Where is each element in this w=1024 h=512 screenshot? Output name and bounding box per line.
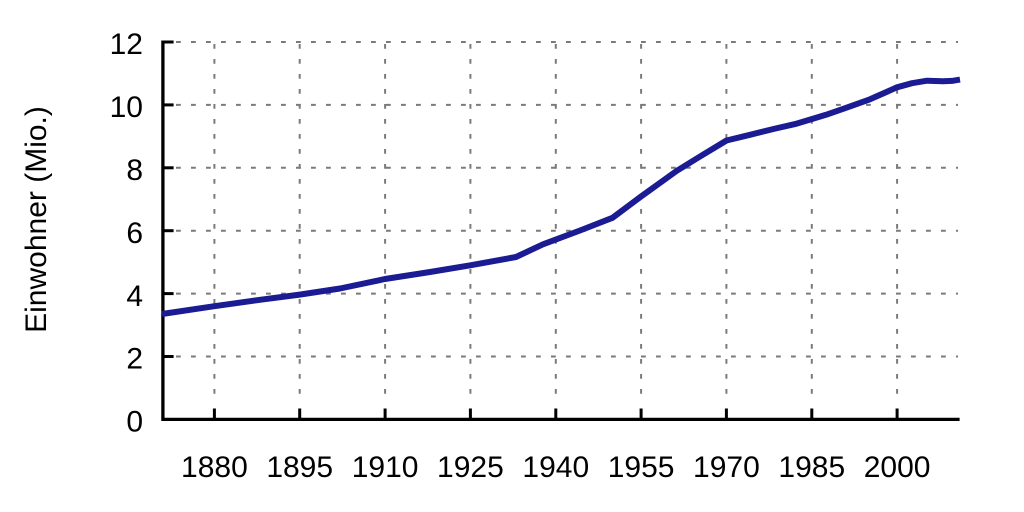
svg-text:8: 8 xyxy=(126,154,143,187)
svg-text:1985: 1985 xyxy=(778,451,845,484)
svg-text:1880: 1880 xyxy=(181,451,248,484)
svg-text:10: 10 xyxy=(110,91,143,124)
svg-text:2: 2 xyxy=(126,343,143,376)
svg-text:2000: 2000 xyxy=(864,451,931,484)
svg-text:0: 0 xyxy=(126,406,143,439)
svg-text:4: 4 xyxy=(126,280,143,313)
svg-text:1895: 1895 xyxy=(266,451,333,484)
svg-text:Einwohner (Mio.): Einwohner (Mio.) xyxy=(20,106,53,333)
svg-text:1910: 1910 xyxy=(352,451,419,484)
svg-text:1940: 1940 xyxy=(522,451,589,484)
svg-text:1970: 1970 xyxy=(693,451,760,484)
svg-text:1925: 1925 xyxy=(437,451,504,484)
svg-text:1955: 1955 xyxy=(608,451,675,484)
svg-text:6: 6 xyxy=(126,217,143,250)
svg-text:12: 12 xyxy=(110,28,143,61)
